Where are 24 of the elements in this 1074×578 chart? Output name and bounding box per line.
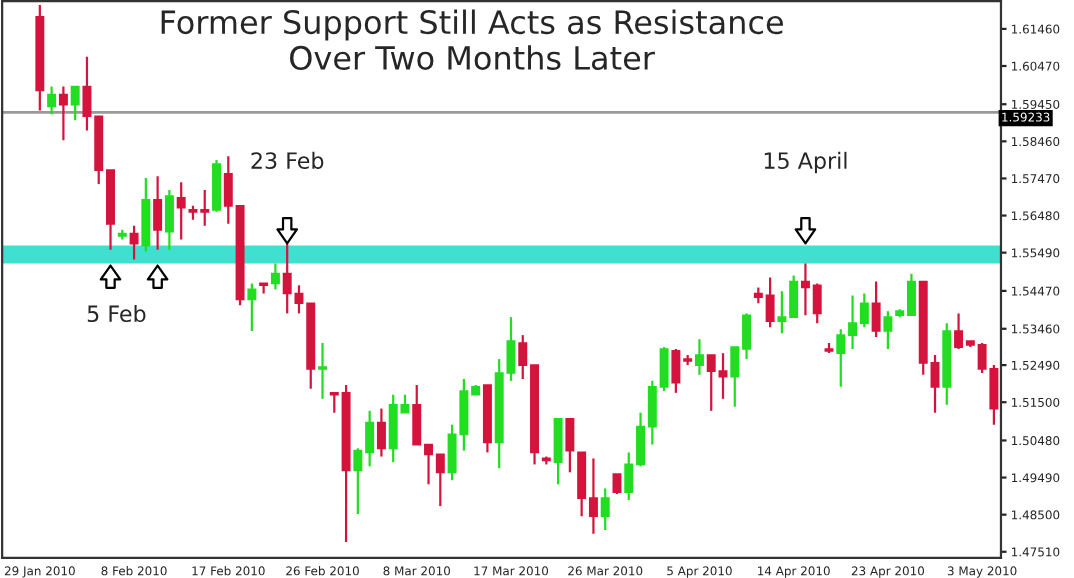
candlestick	[871, 280, 881, 339]
candlestick	[141, 176, 151, 253]
text: Former Support Still Acts as Resistance Over Two Months Later	[161, 9, 783, 70]
candlestick	[318, 341, 328, 400]
candlestick	[565, 417, 575, 474]
candlestick	[883, 310, 893, 351]
candlestick	[176, 181, 186, 241]
candlestick	[247, 282, 257, 333]
candlestick	[58, 85, 68, 142]
candlestick	[129, 224, 139, 261]
candlestick	[164, 188, 174, 251]
annotation: 15 April	[764, 151, 847, 174]
candlestick	[694, 338, 704, 376]
candlestick	[153, 175, 163, 251]
annotation: 23 Feb	[251, 151, 324, 170]
candlestick	[376, 407, 386, 458]
candlestick	[270, 262, 280, 291]
candlestick	[70, 85, 80, 122]
candlestick	[600, 487, 610, 532]
candlestick	[553, 417, 563, 486]
annotation: 5 Feb	[87, 304, 146, 323]
candlestick	[212, 158, 222, 213]
candlestick	[612, 473, 622, 496]
candlestick	[47, 85, 57, 116]
